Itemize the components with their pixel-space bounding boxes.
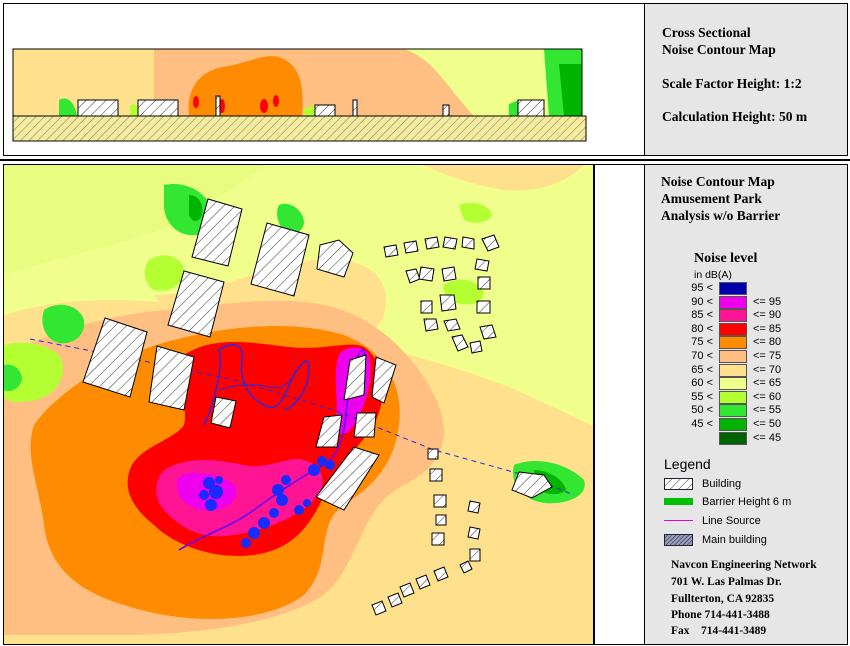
noise-level-lower: 55 <	[691, 390, 713, 403]
noise-level-row: 55 < <= 60	[657, 390, 827, 404]
noise-legend-scale: 95 <90 < <= 95 85 < <= 90 80 < <= 85 75 < <= 80…	[657, 282, 827, 450]
noise-level-lower: 90 <	[691, 295, 713, 308]
noise-level-swatch	[719, 363, 747, 377]
map-panel	[3, 164, 646, 645]
cross-section-view	[12, 48, 587, 142]
noise-level-upper: <= 95	[753, 295, 782, 308]
cross-section-panel	[3, 3, 646, 156]
noise-level-swatch	[719, 431, 747, 445]
noise-legend-unit: in dB(A)	[694, 269, 732, 281]
noise-level-row: 80 < <= 85	[657, 322, 827, 336]
noise-level-row: 75 < <= 80	[657, 336, 827, 350]
noise-level-swatch	[719, 390, 747, 404]
noise-level-row: 85 < <= 90	[657, 309, 827, 323]
noise-level-row: 90 < <= 95	[657, 295, 827, 309]
noise-level-upper: <= 60	[753, 390, 782, 403]
contour-fills	[4, 165, 645, 644]
noise-level-row: 60 < <= 65	[657, 377, 827, 391]
noise-level-swatch	[719, 322, 747, 336]
noise-level-swatch	[719, 282, 747, 295]
cross-section-buildings	[77, 95, 545, 117]
legend-item-building: Building	[664, 477, 839, 493]
noise-level-upper: <= 90	[753, 309, 782, 322]
noise-level-lower: 95 <	[691, 282, 713, 294]
noise-level-swatch	[719, 295, 747, 309]
noise-level-lower: 75 <	[691, 336, 713, 349]
noise-level-upper: <= 75	[753, 350, 782, 362]
map-title-1: Noise Contour Map	[661, 174, 775, 189]
map-right-strip	[595, 165, 645, 644]
noise-level-swatch	[719, 350, 747, 363]
map-title-3: Analysis w/o Barrier	[661, 208, 781, 223]
main-building-swatch-icon	[664, 534, 693, 546]
noise-level-upper: <= 50	[753, 418, 782, 430]
panel-divider	[0, 159, 850, 161]
legend-item-main-building: Main building	[664, 533, 839, 549]
noise-level-swatch	[719, 309, 747, 323]
ground-layer	[12, 115, 587, 142]
scale-factor-label: Scale Factor Height: 1:2	[662, 76, 802, 91]
noise-level-upper: <= 85	[753, 322, 782, 335]
noise-level-lower: 50 <	[691, 404, 713, 417]
noise-level-row: 70 < <= 75	[657, 350, 827, 363]
noise-level-upper: <= 80	[753, 336, 782, 349]
noise-level-lower: 65 <	[691, 363, 713, 376]
noise-contour-map	[4, 165, 645, 644]
calculation-height-label: Calculation Height: 50 m	[662, 109, 808, 124]
noise-level-lower: 60 <	[691, 377, 713, 390]
noise-level-row: 45 < <= 50	[657, 418, 827, 431]
company-address-2: Fullterton, CA 92835	[671, 593, 775, 605]
legend-line-source-label: Line Source	[702, 515, 761, 527]
noise-legend-title: Noise level	[694, 251, 758, 266]
barrier-swatch-icon	[664, 498, 693, 505]
legend-building-label: Building	[702, 478, 742, 490]
company-address-1: 701 W. Las Palmas Dr.	[671, 576, 782, 588]
map-info-panel: Noise Contour Map Amusement Park Analysi…	[644, 164, 848, 645]
noise-level-lower: 70 <	[691, 350, 713, 362]
noise-level-upper: <= 70	[753, 363, 782, 376]
legend-main-building-label: Main building	[702, 534, 767, 546]
legend-title: Legend	[664, 456, 711, 472]
company-name: Navcon Engineering Network	[671, 559, 817, 571]
noise-level-upper: <= 45	[753, 431, 782, 444]
noise-level-row: 50 < <= 55	[657, 404, 827, 418]
noise-level-upper: <= 65	[753, 377, 782, 390]
legend-barrier-label: Barrier Height 6 m	[702, 496, 792, 508]
building-swatch-icon	[664, 478, 693, 490]
noise-level-lower: 80 <	[691, 322, 713, 335]
noise-level-lower: 85 <	[691, 309, 713, 322]
noise-level-row: 95 <	[657, 282, 827, 295]
noise-level-row: <= 45	[657, 431, 827, 445]
noise-level-swatch	[719, 377, 747, 391]
buildings	[82, 198, 553, 616]
noise-level-upper: <= 55	[753, 404, 782, 417]
map-title-2: Amusement Park	[661, 191, 762, 206]
noise-level-swatch	[719, 336, 747, 350]
company-phone: Phone 714-441-3488	[671, 609, 770, 621]
cross-section-title-2: Noise Contour Map	[662, 42, 776, 57]
cross-section-title-1: Cross Sectional	[662, 25, 751, 40]
noise-level-row: 65 < <= 70	[657, 363, 827, 377]
company-fax: Fax 714-441-3489	[671, 625, 767, 637]
map-right-margin	[593, 165, 595, 644]
legend-item-line-source: Line Source	[664, 514, 839, 530]
main-buildings	[199, 456, 335, 548]
cross-section-info-panel: Cross Sectional Noise Contour Map Scale …	[644, 3, 848, 156]
noise-level-swatch	[719, 404, 747, 418]
noise-level-lower: 45 <	[691, 418, 713, 430]
line-source-swatch-icon	[664, 520, 693, 521]
noise-level-swatch	[719, 418, 747, 431]
legend-item-barrier: Barrier Height 6 m	[664, 495, 839, 511]
